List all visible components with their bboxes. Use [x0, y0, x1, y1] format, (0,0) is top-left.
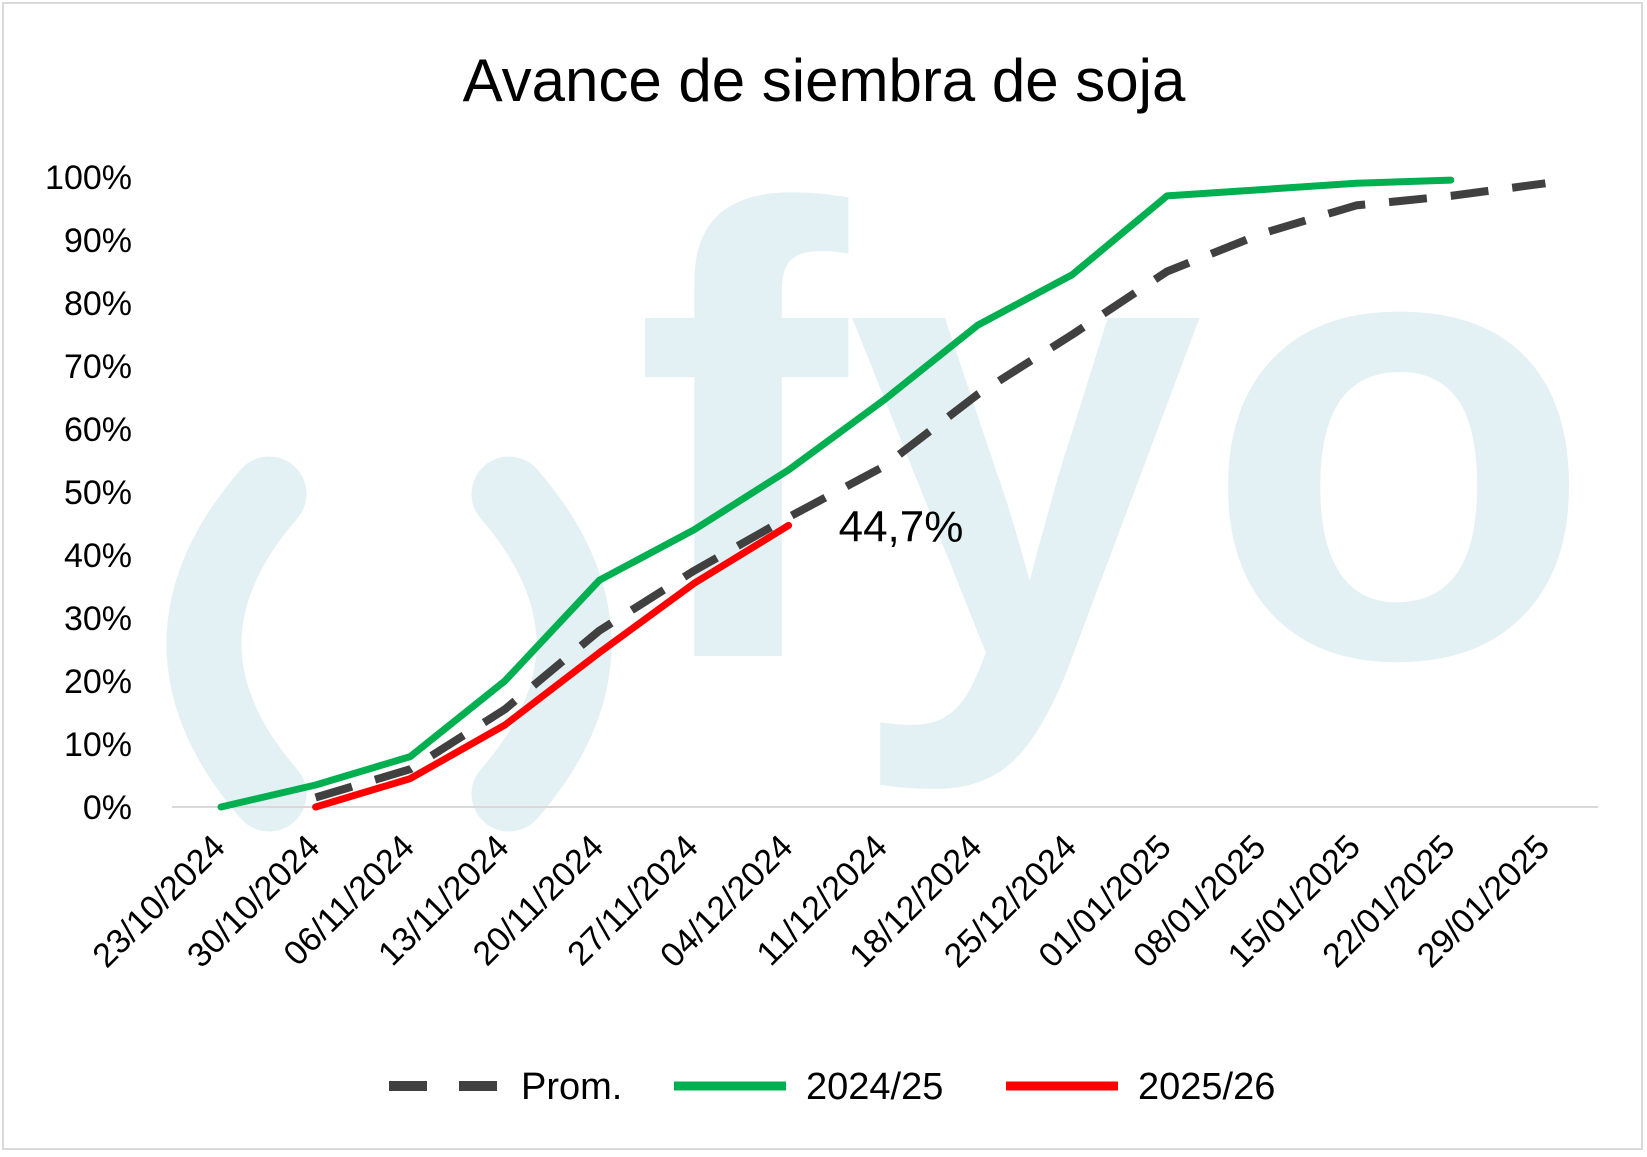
legend-label: Prom.	[521, 1066, 622, 1108]
watermark-left-paren	[204, 494, 269, 794]
y-tick-label: 60%	[64, 411, 132, 449]
y-tick-label: 0%	[83, 789, 132, 827]
y-tick-label: 20%	[64, 663, 132, 701]
watermark-text: fyo	[634, 77, 1594, 796]
x-axis: 23/10/202430/10/202406/11/202413/11/2024…	[85, 807, 1598, 975]
y-tick-label: 30%	[64, 600, 132, 638]
y-tick-label: 40%	[64, 537, 132, 575]
y-axis: 0% 10% 20% 30% 40% 50% 60% 70% 80% 90% 100%	[45, 159, 132, 827]
y-tick-label: 10%	[64, 726, 132, 764]
y-tick-label: 100%	[45, 159, 132, 197]
chart-title: Avance de siembra de soja	[463, 47, 1186, 114]
y-tick-label: 50%	[64, 474, 132, 512]
y-tick-label: 80%	[64, 285, 132, 323]
y-tick-label: 90%	[64, 222, 132, 260]
line-chart: fyo Avance de siembra de soja 0% 10% 20% 30…	[4, 4, 1645, 1152]
annotations: 44,7%	[839, 502, 964, 551]
y-tick-label: 70%	[64, 348, 132, 386]
legend-label: 2025/26	[1138, 1066, 1275, 1108]
data-label: 44,7%	[839, 502, 964, 551]
legend-label: 2024/25	[806, 1066, 943, 1108]
legend: Prom. 2024/25 2025/26	[389, 1066, 1275, 1108]
